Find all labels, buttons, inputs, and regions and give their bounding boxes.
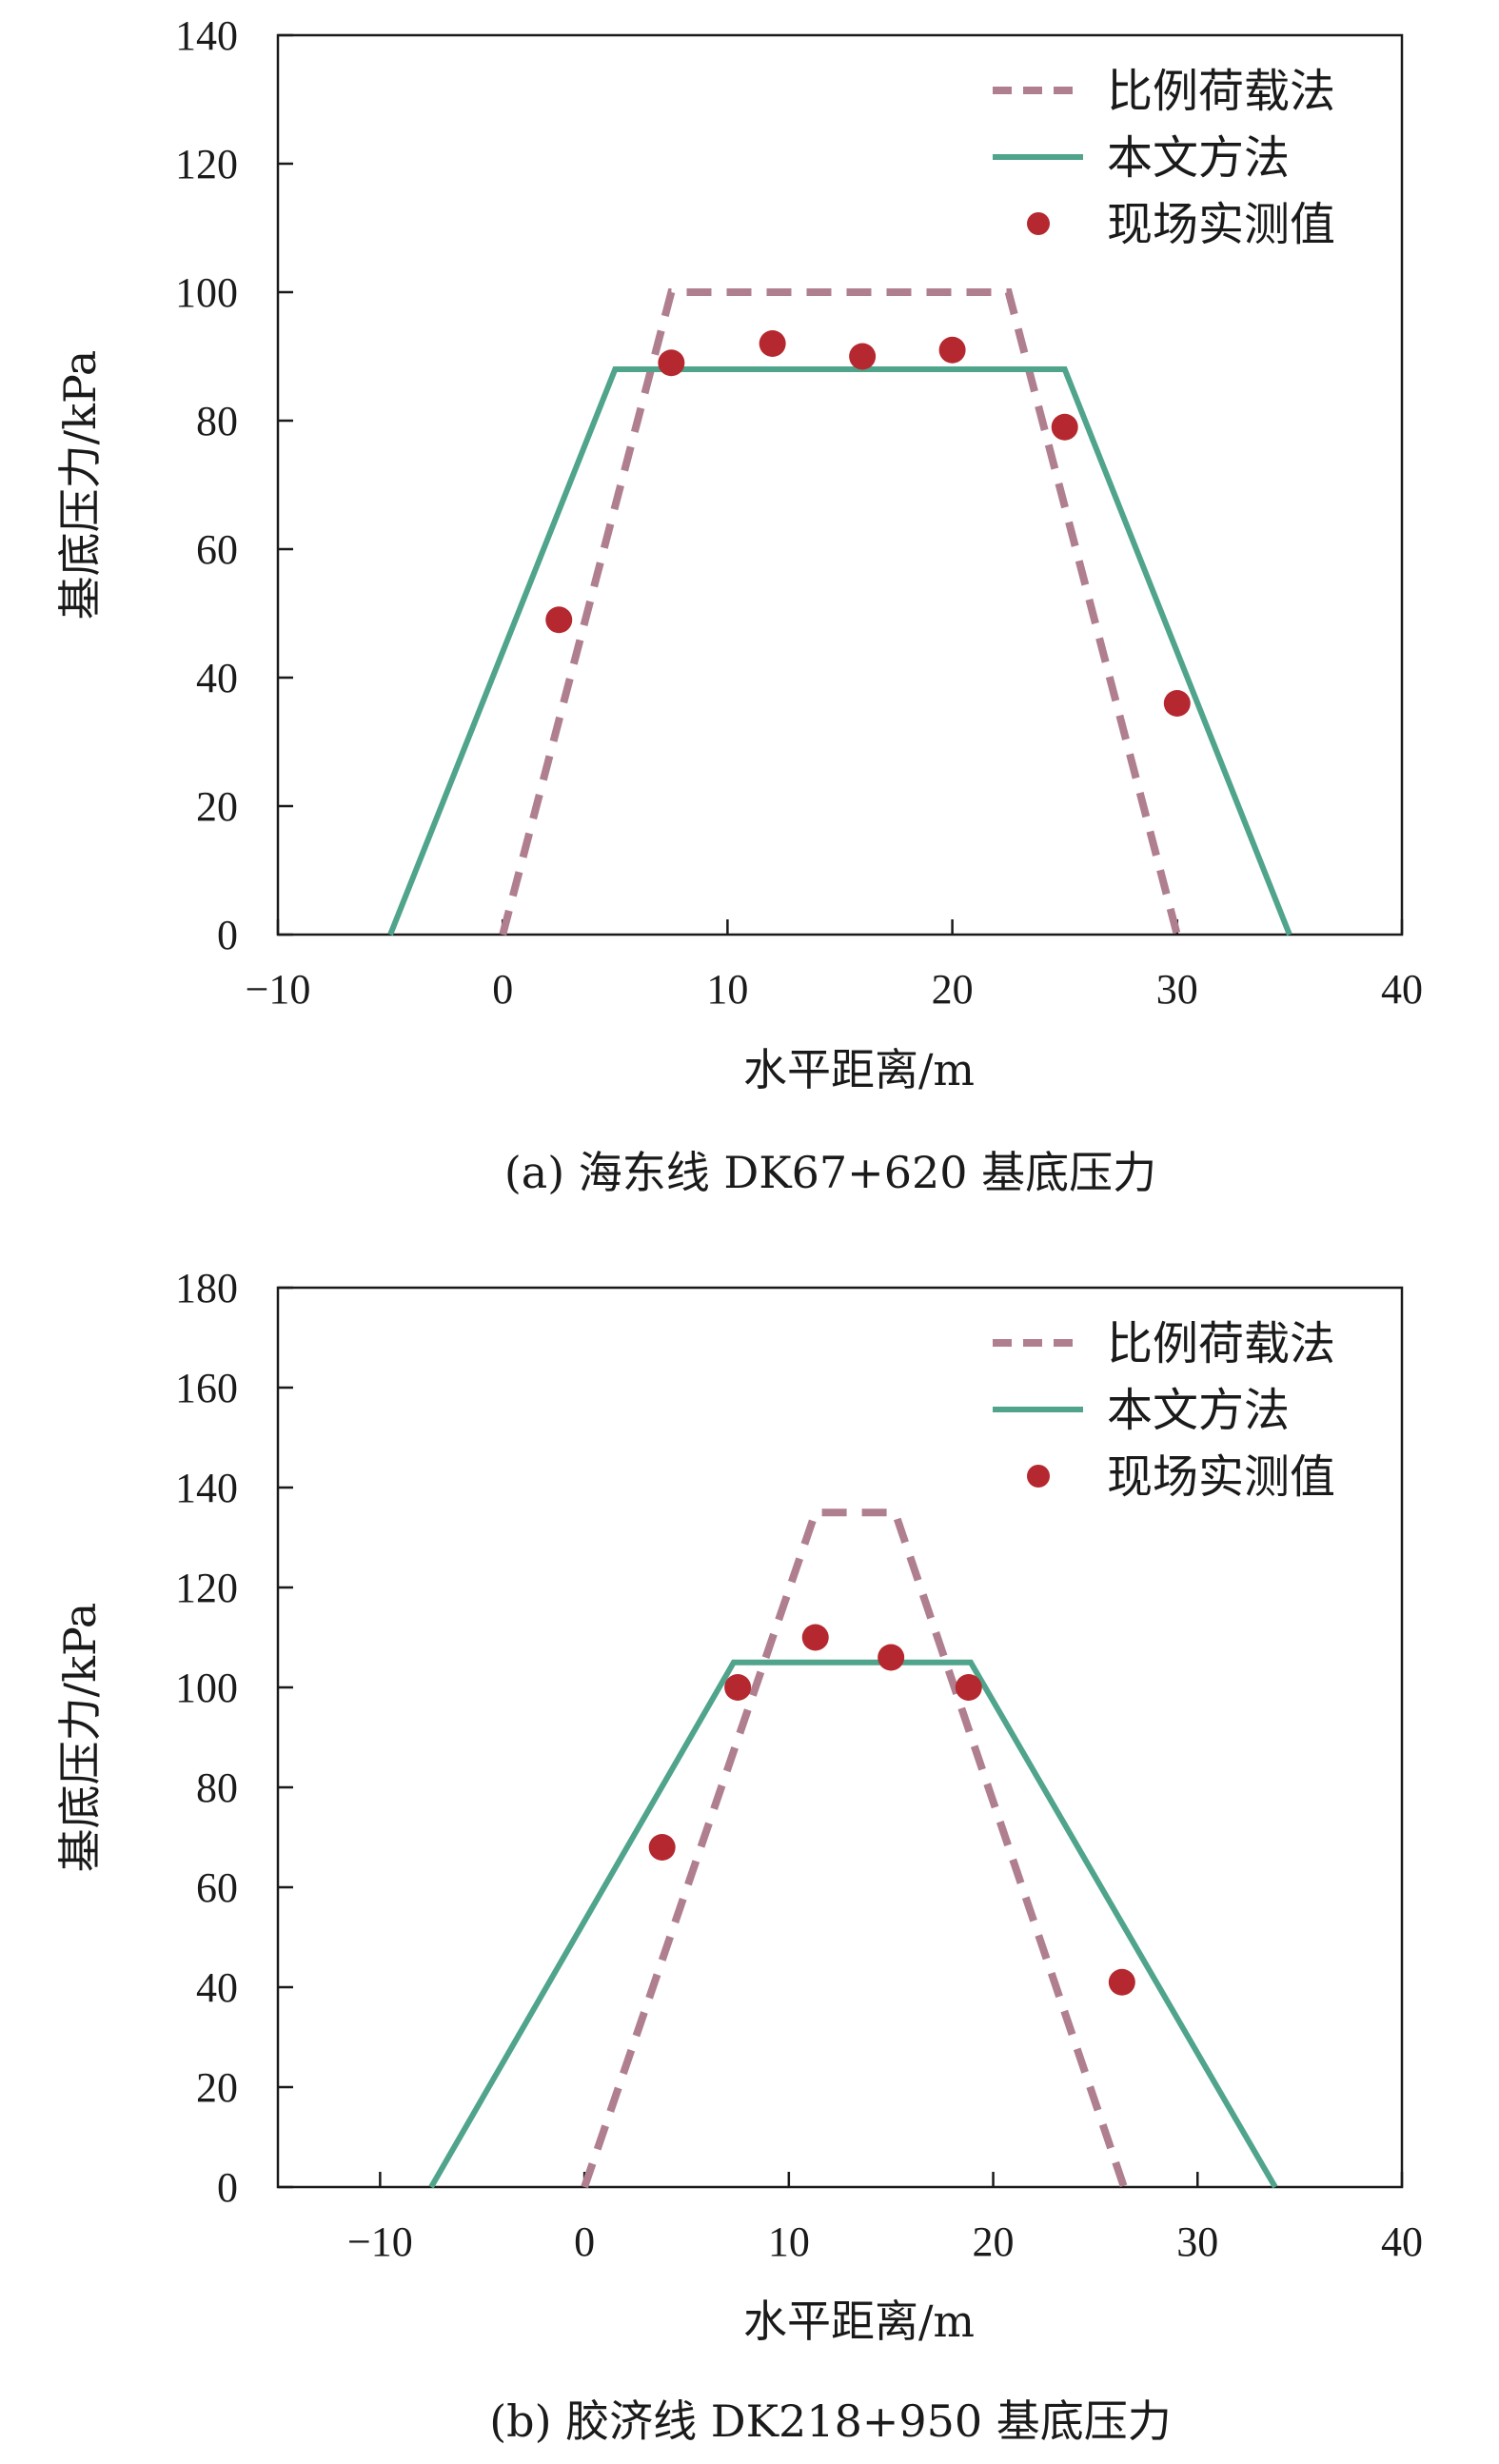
chart-a-x-axis-label: 水平距离/m bbox=[743, 1044, 975, 1095]
chart-b-legend-label: 本文方法 bbox=[1107, 1384, 1290, 1437]
chart-b: 0 20 40 60 80 100 120 140 160 180 −10 0 10 20 30 40 水平距离… bbox=[54, 1265, 1423, 2447]
chart-b-ytick-label: 20 bbox=[196, 2064, 238, 2111]
chart-b-ytick-label: 0 bbox=[217, 2164, 238, 2211]
chart-a-measured-point bbox=[1163, 690, 1191, 717]
chart-b-ytick-label: 160 bbox=[175, 1365, 238, 1411]
chart-a-xtick-label: −10 bbox=[246, 966, 311, 1013]
chart-a-plot-frame bbox=[276, 33, 1404, 936]
chart-a-series-proportional-load-line bbox=[499, 288, 1181, 936]
chart-a-measured-point bbox=[658, 349, 685, 377]
chart-b-xtick-label: 40 bbox=[1381, 2218, 1423, 2265]
chart-b-legend-label: 比例荷载法 bbox=[1107, 1317, 1335, 1370]
chart-b-plot-frame bbox=[276, 1286, 1404, 2189]
chart-b-xtick-label: 10 bbox=[768, 2218, 810, 2265]
chart-b-ytick-label: 60 bbox=[196, 1864, 238, 1911]
chart-a-measured-point bbox=[759, 330, 786, 357]
chart-a-xtick-label: 10 bbox=[706, 966, 748, 1013]
chart-a-ytick-label: 140 bbox=[175, 12, 238, 59]
chart-a-measured-point bbox=[545, 606, 573, 634]
chart-a-legend-label: 现场实测值 bbox=[1107, 198, 1335, 251]
chart-b-xtick-label: 20 bbox=[973, 2218, 1015, 2265]
chart-a-measured-point bbox=[938, 336, 966, 364]
chart-b-measured-point bbox=[801, 1624, 829, 1651]
chart-a-xtick-label: 30 bbox=[1156, 966, 1198, 1013]
chart-a-legend-label: 本文方法 bbox=[1107, 131, 1290, 185]
chart-a-ytick-label: 100 bbox=[175, 269, 238, 316]
chart-a-caption: (a) 海东线 DK67+620 基底压力 bbox=[504, 1147, 1156, 1198]
chart-a-ytick-label: 40 bbox=[196, 655, 238, 701]
chart-b-ytick-label: 40 bbox=[196, 1964, 238, 2011]
chart-b-legend-label: 现场实测值 bbox=[1107, 1450, 1335, 1504]
chart-b-measured-point bbox=[1108, 1968, 1135, 1996]
chart-a-y-axis-label: 基底压力/kPa bbox=[54, 350, 106, 621]
chart-a-ytick-label: 80 bbox=[196, 398, 238, 444]
chart-b-measured-point bbox=[955, 1674, 982, 1701]
chart-b-ytick-label: 180 bbox=[175, 1265, 238, 1311]
chart-a-ytick-label: 120 bbox=[175, 141, 238, 187]
chart-b-series-method-line bbox=[428, 1659, 1278, 2189]
chart-a-ytick-label: 60 bbox=[196, 526, 238, 573]
chart-a-measured-point bbox=[1051, 413, 1078, 441]
chart-b-ytick-label: 120 bbox=[175, 1565, 238, 1611]
chart-b-x-axis-label: 水平距离/m bbox=[743, 2296, 975, 2347]
chart-b-measured-point bbox=[878, 1644, 905, 1671]
chart-b-xtick-label: 30 bbox=[1176, 2218, 1218, 2265]
chart-a-series-method-line bbox=[387, 366, 1292, 936]
chart-a-xtick-label: 20 bbox=[932, 966, 974, 1013]
chart-a-xtick-label: 40 bbox=[1381, 966, 1423, 1013]
chart-a-xtick-label: 0 bbox=[492, 966, 513, 1013]
chart-b-ytick-label: 100 bbox=[175, 1665, 238, 1711]
chart-b-y-axis-label: 基底压力/kPa bbox=[54, 1603, 106, 1873]
chart-a-measured-point bbox=[849, 343, 877, 370]
chart-b-caption: (b) 胶济线 DK218+950 基底压力 bbox=[489, 2395, 1172, 2447]
chart-b-legend-measured-swatch bbox=[1027, 1465, 1050, 1488]
chart-a-legend-label: 比例荷载法 bbox=[1107, 65, 1335, 118]
chart-a-ytick-label: 20 bbox=[196, 783, 238, 830]
chart-b-xtick-label: −10 bbox=[347, 2218, 413, 2265]
chart-b-ytick-label: 140 bbox=[175, 1465, 238, 1511]
chart-a-legend-measured-swatch bbox=[1027, 212, 1050, 235]
chart-b-measured-point bbox=[724, 1674, 752, 1701]
chart-b-ytick-label: 80 bbox=[196, 1764, 238, 1811]
chart-b-xtick-label: 0 bbox=[574, 2218, 595, 2265]
chart-a-ytick-label: 0 bbox=[217, 912, 238, 958]
chart-b-measured-point bbox=[648, 1834, 676, 1861]
